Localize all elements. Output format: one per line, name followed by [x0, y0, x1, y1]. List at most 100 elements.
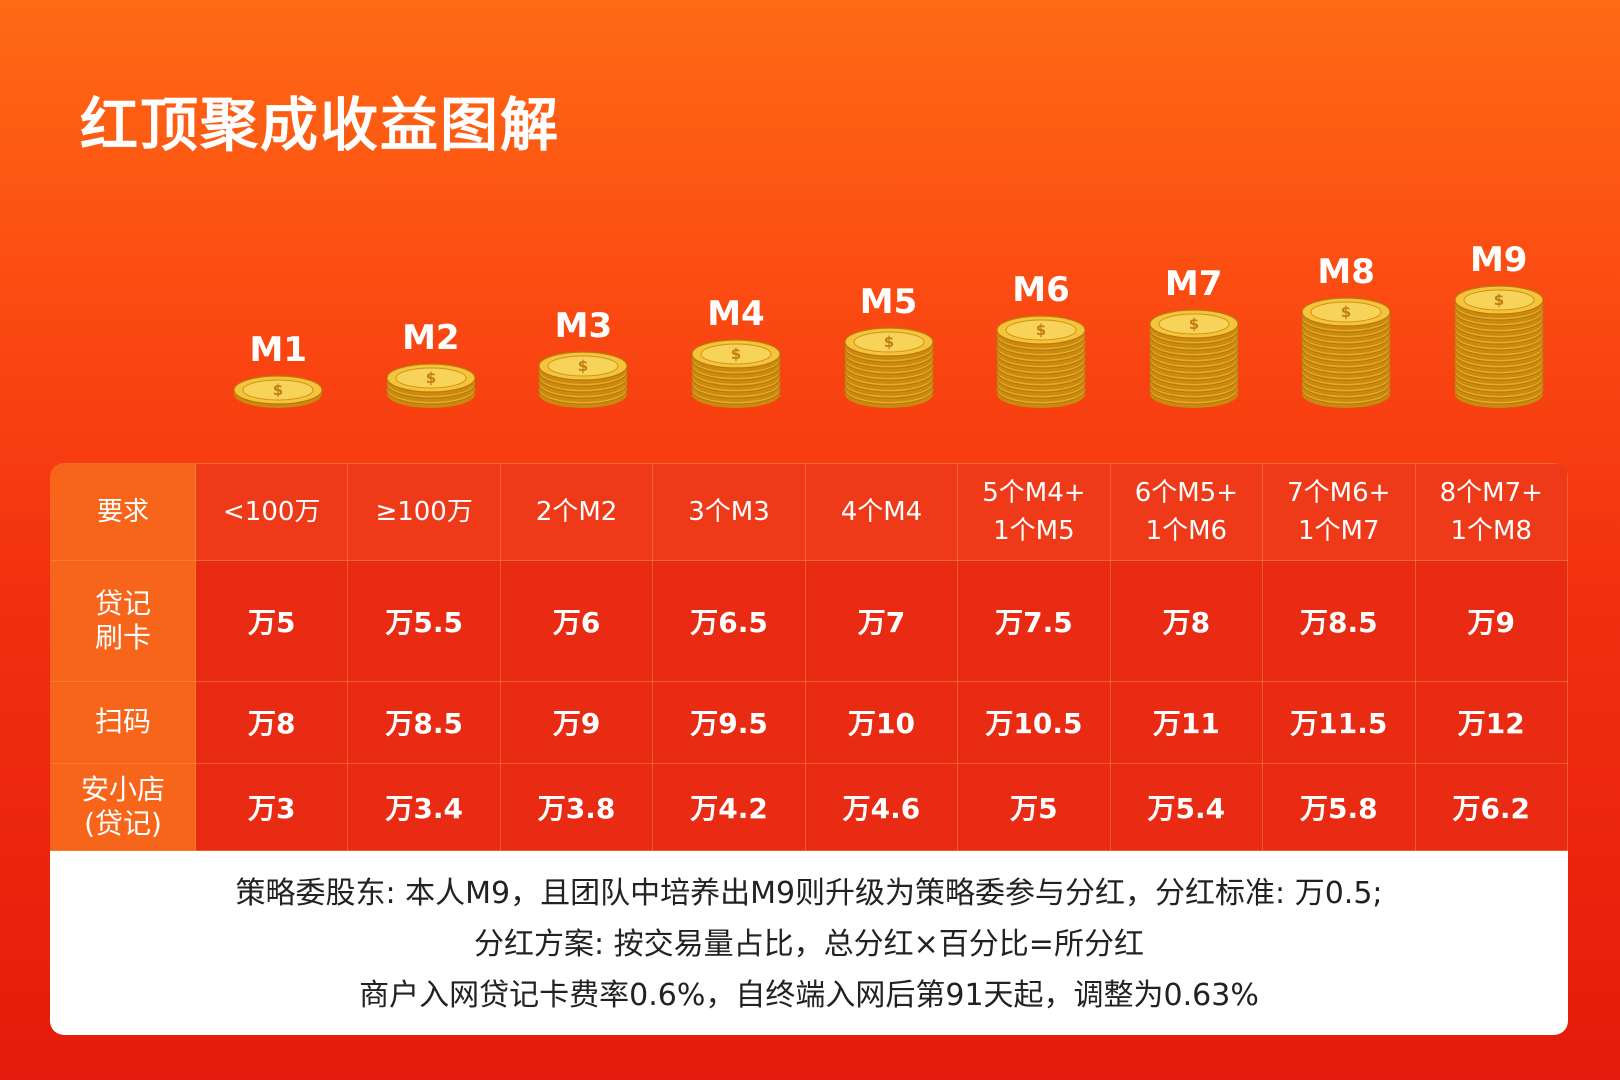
coin-stack-icon: $: [538, 351, 628, 408]
rate-cell: 万10.5: [957, 681, 1111, 764]
requirement-line: 1个M6: [1145, 516, 1228, 547]
rate-row: 贷记 刷卡 万5 万5.5 万6 万6.5 万7 万7.5 万8 万8.5 万9: [50, 560, 1568, 683]
row-header-line: 贷记: [94, 587, 151, 621]
level-m9: M9 $: [1439, 240, 1559, 410]
level-m5: M5 $: [829, 282, 949, 410]
coin-stack-icon: $: [233, 375, 323, 408]
rate-cell: 万7: [804, 560, 959, 683]
row-header: 贷记 刷卡: [50, 560, 196, 683]
notes-panel: 策略委股东: 本人M9，且团队中培养出M9则升级为策略委参与分红，分红标准: 万…: [50, 851, 1568, 1035]
coin-stack-icon: $: [691, 339, 781, 408]
coin-stack-icon: $: [1454, 285, 1544, 408]
requirement-cell: ≥100万: [347, 463, 501, 562]
requirement-line: 1个M7: [1298, 516, 1380, 547]
requirement-cell: 5个M4+ 1个M5: [957, 463, 1111, 562]
level-m3: M3 $: [523, 306, 643, 410]
coin-stack-icon: $: [386, 363, 476, 408]
rate-cell: 万9: [1414, 560, 1568, 683]
requirement-line: 8个M7+: [1439, 478, 1543, 509]
rate-cell: 万5.4: [1109, 762, 1264, 851]
requirement-cell: 8个M7+ 1个M8: [1414, 463, 1568, 562]
row-header-line: 扫码: [94, 705, 151, 739]
rate-table: 要求 <100万 ≥100万 2个M2 3个M3 4个M4 5个M4+ 1个M5 6个M5+ 1个…: [50, 463, 1568, 851]
note-line: 策略委股东: 本人M9，且团队中培养出M9则升级为策略委参与分红，分红标准: 万…: [235, 876, 1383, 911]
requirement-cell: 2个M2: [499, 463, 654, 562]
rate-cell: 万6.5: [652, 560, 806, 683]
rate-cell: 万5: [194, 560, 349, 683]
svg-text:$: $: [426, 369, 436, 387]
level-label: M3: [554, 306, 613, 346]
row-header: 要求: [50, 463, 196, 562]
level-label: M6: [1012, 270, 1070, 310]
coin-stack-icon: $: [1301, 297, 1391, 408]
rate-cell: 万8.5: [347, 681, 501, 764]
rate-cell: 万12: [1414, 681, 1568, 764]
rate-cell: 万10: [804, 681, 959, 764]
svg-text:$: $: [1494, 291, 1504, 309]
row-header-line: 安小店: [80, 772, 165, 806]
level-label: M7: [1164, 264, 1223, 304]
coin-stack-icon: $: [996, 315, 1086, 408]
note-line: 商户入网贷记卡费率0.6%，自终端入网后第91天起，调整为0.63%: [359, 978, 1259, 1013]
level-label: M9: [1469, 240, 1528, 280]
svg-text:$: $: [578, 357, 588, 375]
rate-cell: 万11.5: [1262, 681, 1416, 764]
level-m1: M1 $: [218, 330, 338, 410]
level-m6: M6 $: [981, 270, 1101, 410]
level-label: M2: [402, 318, 460, 358]
requirement-line: 6个M5+: [1134, 478, 1238, 509]
rate-cell: 万8.5: [1262, 560, 1416, 683]
requirement-cell: 6个M5+ 1个M6: [1109, 463, 1264, 562]
coin-stack-icon: $: [843, 327, 934, 408]
rate-cell: 万3: [194, 762, 349, 851]
requirement-line: 4个M4: [840, 497, 923, 528]
rate-cell: 万5: [957, 762, 1111, 851]
requirement-line: 1个M8: [1450, 516, 1533, 547]
requirement-line: 7个M6+: [1287, 478, 1391, 509]
rate-cell: 万6.2: [1414, 762, 1568, 851]
svg-text:$: $: [1036, 321, 1046, 339]
svg-text:$: $: [273, 381, 283, 399]
row-header-line: (贷记): [84, 806, 162, 840]
rate-cell: 万7.5: [957, 560, 1111, 683]
rate-cell: 万5.5: [347, 560, 501, 683]
rate-cell: 万3.8: [499, 762, 654, 851]
rate-cell: 万3.4: [347, 762, 501, 851]
requirement-line: ≥100万: [375, 497, 473, 528]
rate-row: 安小店 (贷记) 万3 万3.4 万3.8 万4.2 万4.6 万5 万5.4 万5.8 万6.2: [50, 762, 1568, 851]
level-m7: M7 $: [1134, 264, 1254, 410]
rate-cell: 万6: [499, 560, 654, 683]
note-line: 分红方案: 按交易量占比，总分红×百分比=所分红: [474, 927, 1144, 962]
requirements-row: 要求 <100万 ≥100万 2个M2 3个M3 4个M4 5个M4+ 1个M5 6个M5+ 1个…: [50, 463, 1568, 562]
level-m4: M4 $: [676, 294, 796, 410]
svg-text:$: $: [1188, 315, 1198, 333]
requirement-line: 5个M4+: [982, 478, 1086, 509]
level-label: M1: [249, 330, 308, 370]
svg-text:$: $: [883, 333, 893, 351]
page-title: 红顶聚成收益图解: [80, 91, 561, 159]
requirement-cell: 7个M6+ 1个M7: [1262, 463, 1416, 562]
rate-cell: 万8: [1109, 560, 1264, 683]
rate-cell: 万4.2: [652, 762, 806, 851]
level-m2: M2 $: [371, 318, 491, 410]
row-header: 扫码: [50, 681, 196, 764]
requirement-cell: 3个M3: [652, 463, 806, 562]
rate-cell: 万9.5: [652, 681, 806, 764]
row-header: 安小店 (贷记): [50, 762, 196, 851]
rate-cell: 万4.6: [804, 762, 959, 851]
level-label: M5: [859, 282, 918, 322]
svg-text:$: $: [731, 345, 741, 363]
requirement-line: 2个M2: [535, 497, 618, 528]
rate-cell: 万9: [499, 681, 654, 764]
row-header-line: 刷卡: [94, 621, 151, 655]
level-m8: M8 $: [1286, 252, 1406, 410]
svg-text:$: $: [1341, 303, 1351, 321]
level-label: M4: [707, 294, 765, 334]
rate-cell: 万5.8: [1262, 762, 1416, 851]
coin-stack-icon: $: [1149, 309, 1239, 408]
requirement-cell: <100万: [194, 463, 349, 562]
rate-row: 扫码 万8 万8.5 万9 万9.5 万10 万10.5 万11 万11.5 万12: [50, 681, 1568, 764]
level-label: M8: [1317, 252, 1375, 292]
requirement-line: 1个M5: [993, 516, 1075, 547]
rate-cell: 万8: [194, 681, 349, 764]
